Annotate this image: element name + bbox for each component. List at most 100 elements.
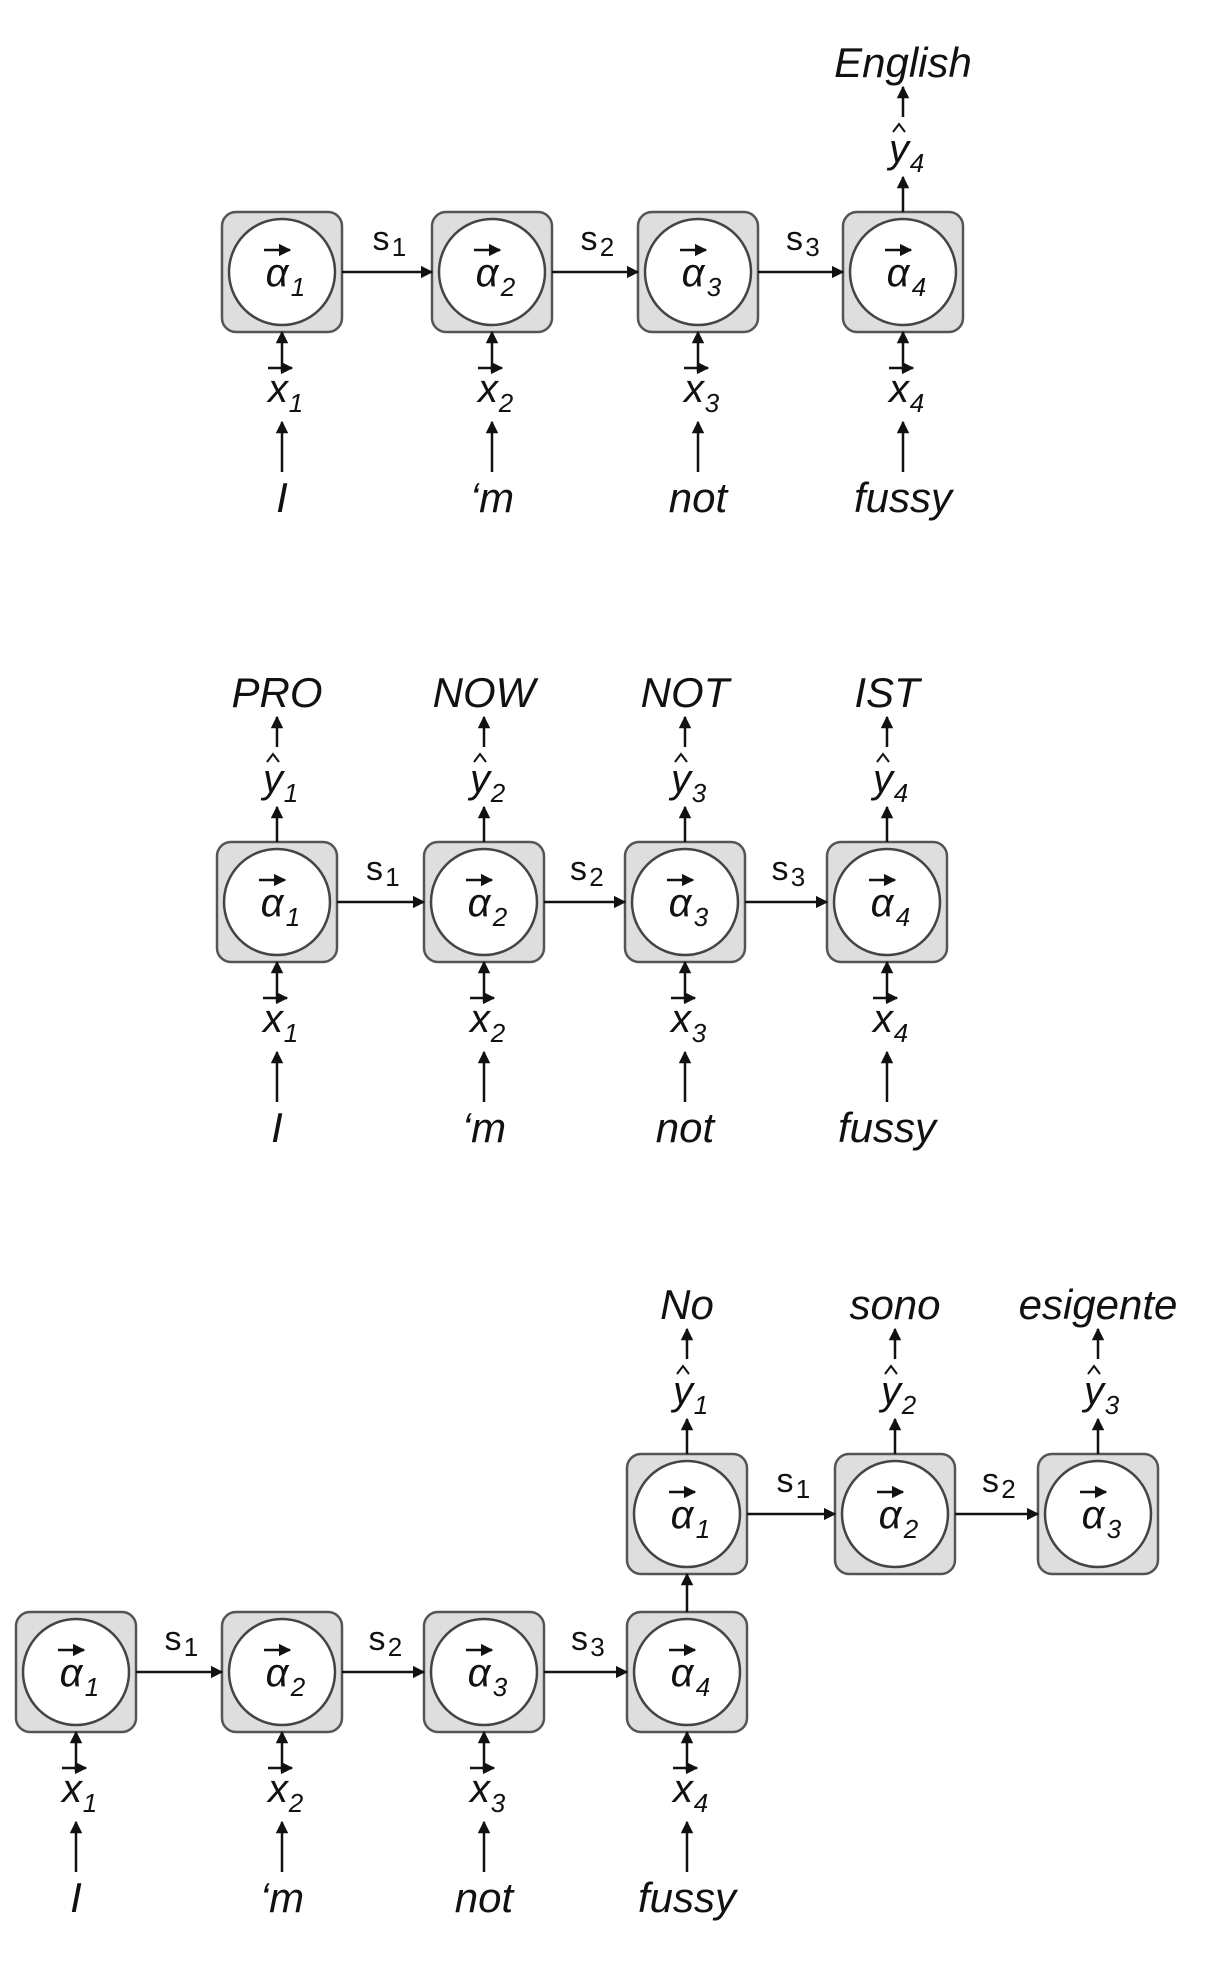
d1-x-symbol-3-letter: x: [682, 367, 706, 411]
d2-state-label-3-letter: s: [772, 850, 789, 888]
d3-dec-cell-3-node: [1043, 1459, 1153, 1569]
d3-dec-y-symbol-2-hat: [884, 1364, 898, 1375]
d2-input-word-3: not: [656, 1104, 717, 1151]
d3-enc-x-symbol-4-letter: x: [671, 1767, 695, 1811]
d2-x-symbol-3-letter: x: [669, 997, 693, 1041]
d1-input-word-3: not: [669, 474, 730, 521]
d2-y-symbol-4-index: 4: [894, 778, 908, 808]
d1-output-word-1: English: [834, 39, 972, 86]
d2-state-label-3-index: 3: [791, 862, 805, 892]
d3-enc-state-label-3-index: 3: [590, 1632, 604, 1662]
d1-state-label-2-index: 2: [600, 232, 614, 262]
d3-dec-y-symbol-2-letter: y: [878, 1369, 904, 1413]
d3-enc-input-word-2: ‘m: [260, 1874, 304, 1921]
d2-y-symbol-1-index: 1: [284, 778, 298, 808]
d2-y-symbol-3-hat: [674, 752, 688, 763]
d3-dec-state-label-1-letter: s: [777, 1462, 794, 1500]
d1-input-word-1: I: [276, 474, 288, 521]
d1-cell-4-letter: α: [887, 251, 911, 295]
d2-cell-3-node: [630, 847, 740, 957]
d2-y-symbol-2-letter: y: [467, 757, 493, 801]
d3-dec-cell-1-node: [632, 1459, 742, 1569]
d3-dec-state-label-2-letter: s: [982, 1462, 999, 1500]
d1-x-symbol-1-index: 1: [289, 388, 303, 418]
d3-enc-cell-1-node: [21, 1617, 131, 1727]
d3-enc-x-symbol-2-letter: x: [266, 1767, 290, 1811]
d2-cell-2-node: [429, 847, 539, 957]
d1-input-word-4: fussy: [854, 474, 955, 521]
d3-enc-x-symbol-3-index: 3: [491, 1788, 506, 1818]
d1-cell-1-node: [227, 217, 337, 327]
d3-enc-x-symbol-3-letter: x: [468, 1767, 492, 1811]
d3-dec-cell-1-letter: α: [671, 1493, 695, 1537]
d1-cell-3-letter: α: [682, 251, 706, 295]
d2-x-symbol-4-letter: x: [871, 997, 895, 1041]
d3-dec-y-symbol-3-letter: y: [1081, 1369, 1107, 1413]
d2-cell-3-letter: α: [669, 881, 693, 925]
d2-y-symbol-4-letter: y: [870, 757, 896, 801]
d3-dec-y-symbol-1-letter: y: [670, 1369, 696, 1413]
d2-y-symbol-2-hat: [473, 752, 487, 763]
d1-y-symbol-1-hat: [892, 122, 906, 133]
d2-cell-4-letter: α: [871, 881, 895, 925]
d2-x-symbol-2-letter: x: [468, 997, 492, 1041]
d3-dec-y-symbol-3-hat: [1087, 1364, 1101, 1375]
d2-y-symbol-3-index: 3: [692, 778, 707, 808]
d3-enc-cell-2-node: [227, 1617, 337, 1727]
d1-x-symbol-4-letter: x: [887, 367, 911, 411]
d1-cell-2-letter: α: [476, 251, 500, 295]
d2-input-word-1: I: [271, 1104, 283, 1151]
d2-cell-3-index: 3: [694, 902, 709, 932]
d1-cell-2-node: [437, 217, 547, 327]
d3-dec-cell-1-index: 1: [696, 1514, 710, 1544]
d1-y-symbol-1-letter: y: [886, 127, 912, 171]
d3-enc-input-word-1: I: [70, 1874, 82, 1921]
d1-cell-2-index: 2: [500, 272, 516, 302]
d2-cell-4-node: [832, 847, 942, 957]
d2-x-symbol-1-index: 1: [284, 1018, 298, 1048]
d1-state-label-3-index: 3: [805, 232, 819, 262]
d2-output-word-3: NOT: [641, 669, 733, 716]
d3-enc-cell-2-letter: α: [266, 1651, 290, 1695]
d1-x-symbol-2-letter: x: [476, 367, 500, 411]
d3-dec-y-symbol-1-hat: [676, 1364, 690, 1375]
d2-output-word-2: NOW: [433, 669, 539, 716]
d3-enc-input-word-3: not: [455, 1874, 516, 1921]
d1-x-symbol-3-index: 3: [705, 388, 720, 418]
d3-dec-output-word-2: sono: [849, 1281, 940, 1328]
d3-dec-y-symbol-2-index: 2: [901, 1390, 917, 1420]
d2-input-word-4: fussy: [838, 1104, 939, 1151]
d3-dec-state-label-2-index: 2: [1001, 1474, 1015, 1504]
d1-cell-4-index: 4: [912, 272, 926, 302]
